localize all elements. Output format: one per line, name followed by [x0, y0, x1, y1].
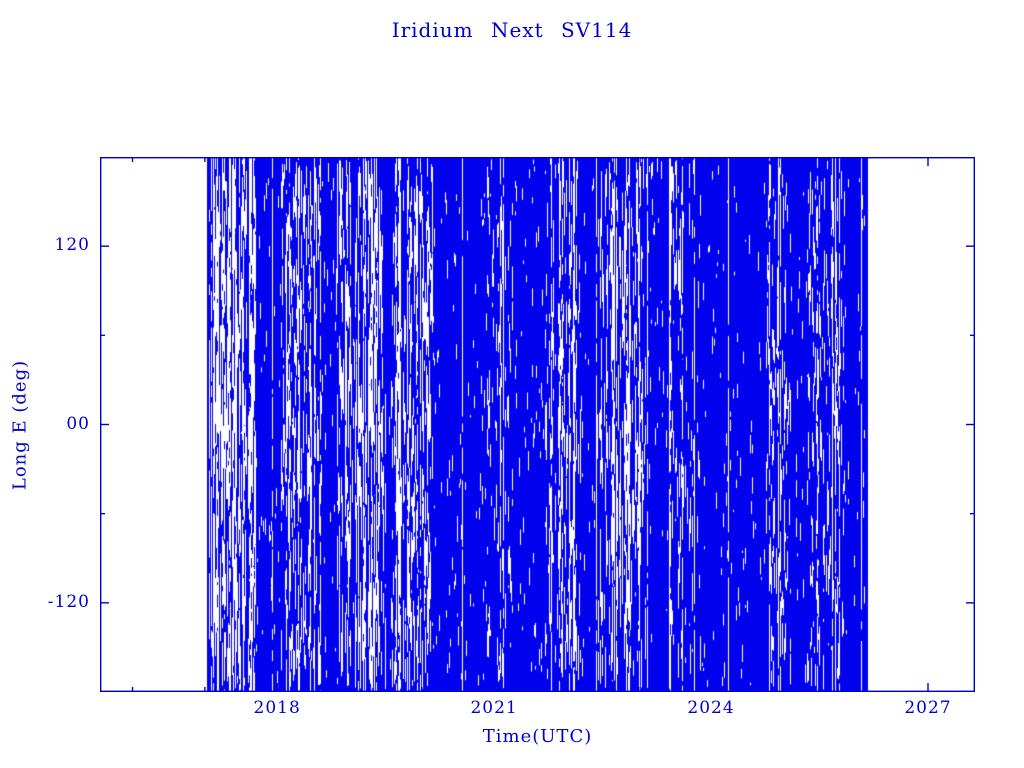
x-tick-label: 2018 [253, 698, 301, 718]
plot-frame [99, 156, 975, 692]
x-tick-label: 2027 [904, 698, 952, 718]
y-tick-label: -120 [47, 591, 90, 612]
plot-area [99, 156, 975, 692]
x-tick-label: 2021 [470, 698, 518, 718]
y-tick-label: 00 [66, 413, 90, 434]
y-tick-label: 120 [54, 235, 90, 256]
x-tick-label: 2024 [687, 698, 735, 718]
x-axis-label: Time(UTC) [482, 726, 593, 747]
y-axis-label: Long E (deg) [9, 359, 31, 490]
plot-canvas [100, 157, 975, 692]
chart-title: Iridium Next SV114 [391, 18, 633, 42]
